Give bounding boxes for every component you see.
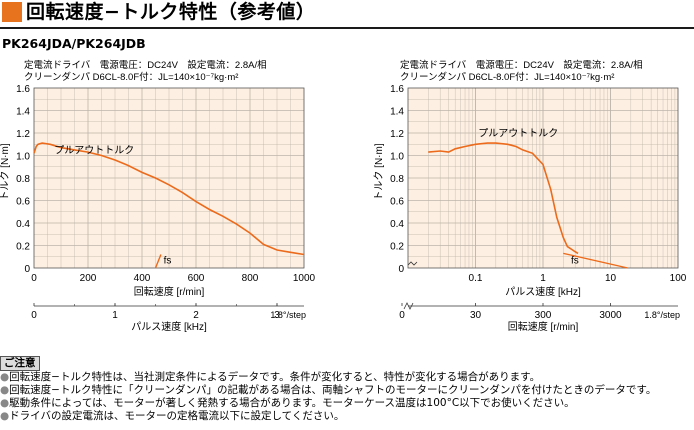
y-tick-label: 0.2 xyxy=(390,242,404,253)
y-tick-label: 1.6 xyxy=(16,84,30,95)
y-tick-label: 0.2 xyxy=(16,242,30,253)
header-marker xyxy=(2,2,22,22)
x-tick-label: 1000 xyxy=(293,273,316,284)
pullout-torque-curve xyxy=(428,142,579,255)
notes-title: ご注意 xyxy=(0,356,40,371)
x2-tick-label: 2 xyxy=(193,310,199,321)
note-item: ●回転速度−トルク特性に「クリーンダンパ」の記載がある場合は、両軸シャフトのモー… xyxy=(0,384,657,396)
y-tick-label: 1.2 xyxy=(16,129,30,140)
bullet-icon: ● xyxy=(0,410,10,422)
note-item: ●回転速度−トルク特性は、当社測定条件によるデータです。条件が変化すると、特性が… xyxy=(0,371,541,383)
axis-break-icon xyxy=(407,261,418,266)
y-tick-label: 0 xyxy=(24,264,30,275)
chart-condition: クリーンダンパ D6CL-8.0F付：JL=140×10⁻⁷kg·m² xyxy=(24,71,238,83)
plot-frame xyxy=(33,87,305,269)
header-rule xyxy=(0,27,694,29)
note-item: ●ドライバの設定電流は、モーターの定格電流以下に設定してください。 xyxy=(0,410,345,422)
y-tick-label: 0.6 xyxy=(390,197,404,208)
x-tick-label: 100 xyxy=(670,273,687,284)
y-tick-label: 1.4 xyxy=(390,107,404,118)
x-tick-label: 10 xyxy=(605,273,617,284)
y-tick-label: 0 xyxy=(398,264,404,275)
x2-tick-label: 1 xyxy=(112,310,118,321)
bullet-icon: ● xyxy=(0,397,10,409)
x-axis-label: 回転速度 [r/min] xyxy=(134,285,205,298)
chart-condition: 定電流ドライバ 電源電圧：DC24V 設定電流：2.8A/相 xyxy=(400,59,643,71)
y-tick-label: 0.8 xyxy=(390,174,404,185)
chart-condition: 定電流ドライバ 電源電圧：DC24V 設定電流：2.8A/相 xyxy=(24,59,267,71)
x2-tick-label: 0 xyxy=(399,310,405,321)
fs-label: fs xyxy=(164,256,172,267)
page-title: 回転速度−トルク特性（参考値） xyxy=(26,1,316,23)
x-tick-label: 0.1 xyxy=(469,273,483,284)
step-label: 1.8°/step xyxy=(644,310,680,320)
y-tick-label: 1.0 xyxy=(390,152,404,163)
series-label: プルアウトトルク xyxy=(478,127,558,139)
chart-condition: クリーンダンパ D6CL-8.0F付：JL=140×10⁻⁷kg·m² xyxy=(400,71,614,83)
series-label: プルアウトトルク xyxy=(54,144,134,156)
x2-tick-label: 3 xyxy=(274,310,280,321)
y-axis-label: トルク [N·m] xyxy=(373,143,385,200)
fs-line xyxy=(563,252,628,269)
x2-tick-label: 30 xyxy=(470,310,482,321)
model-name: PK264JDA/PK264JDB xyxy=(2,36,146,51)
y-tick-label: 0.6 xyxy=(16,197,30,208)
step-label: 1.8°/step xyxy=(270,310,306,320)
y-tick-label: 0.4 xyxy=(390,219,404,230)
pullout-torque-curve xyxy=(33,142,305,256)
x-tick-label: 400 xyxy=(134,273,151,284)
fs-label: fs xyxy=(571,256,579,267)
y-tick-label: 0.4 xyxy=(16,219,30,230)
axis-break-icon xyxy=(403,302,414,310)
note-item: ●駆動条件によっては、モーターが著しく発熱する場合があります。モーターケース温度… xyxy=(0,397,575,409)
x2-axis-label: 回転速度 [r/min] xyxy=(508,320,579,333)
y-tick-label: 1.2 xyxy=(390,129,404,140)
y-tick-label: 1.0 xyxy=(16,152,30,163)
bullet-icon: ● xyxy=(0,371,10,383)
x-tick-label: 200 xyxy=(80,273,97,284)
y-axis-label: トルク [N·m] xyxy=(0,143,11,200)
plot-frame xyxy=(407,87,679,269)
y-tick-label: 0.8 xyxy=(16,174,30,185)
x-tick-label: 800 xyxy=(242,273,259,284)
bullet-icon: ● xyxy=(0,384,10,396)
x-tick-label: 1 xyxy=(540,273,546,284)
x-tick-label: 0 xyxy=(31,273,37,284)
notes-section: ご注意 ●回転速度−トルク特性は、当社測定条件によるデータです。条件が変化すると… xyxy=(0,356,694,423)
x-axis-label: パルス速度 [kHz] xyxy=(505,285,581,298)
x2-axis-label: パルス速度 [kHz] xyxy=(131,320,207,333)
x2-tick-label: 3000 xyxy=(599,310,622,321)
section-header: 回転速度−トルク特性（参考値） xyxy=(0,0,694,29)
y-tick-label: 1.4 xyxy=(16,107,30,118)
x-tick-label: 600 xyxy=(188,273,205,284)
fs-line xyxy=(154,254,162,269)
x2-tick-label: 0 xyxy=(31,310,37,321)
y-tick-label: 1.6 xyxy=(390,84,404,95)
x2-tick-label: 300 xyxy=(535,310,552,321)
